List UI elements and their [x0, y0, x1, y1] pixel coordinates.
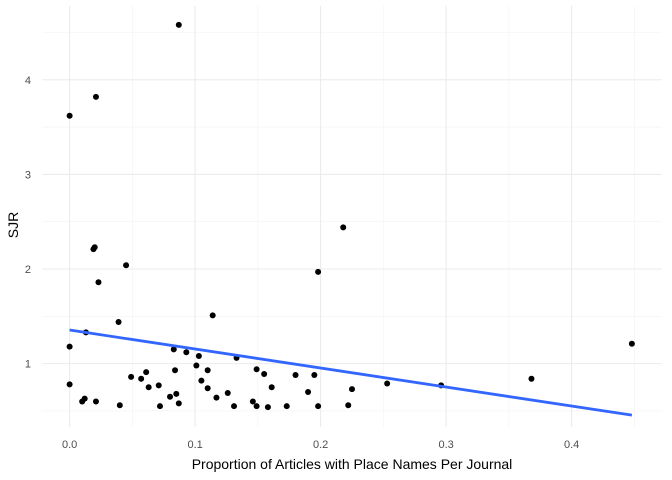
data-point	[628, 340, 635, 347]
data-point	[66, 381, 73, 388]
data-point	[261, 371, 268, 378]
data-point	[173, 390, 180, 397]
y-tick-label: 1	[25, 359, 31, 371]
data-point	[264, 404, 271, 411]
data-point	[95, 279, 102, 286]
data-point	[384, 380, 391, 387]
data-point	[145, 384, 152, 391]
data-point	[305, 388, 312, 395]
data-point	[349, 386, 355, 393]
data-point	[172, 367, 179, 374]
data-point	[268, 384, 275, 391]
data-point	[528, 375, 535, 382]
data-point	[155, 382, 162, 389]
data-point	[167, 393, 174, 400]
data-point	[156, 403, 163, 410]
data-point	[92, 93, 99, 100]
data-point	[175, 400, 182, 407]
data-point	[143, 369, 150, 376]
data-point	[231, 403, 238, 410]
data-point	[175, 21, 182, 28]
data-point	[128, 373, 135, 380]
data-point	[198, 377, 205, 384]
x-tick-label: 0.3	[438, 439, 453, 451]
x-axis-title: Proportion of Articles with Place Names …	[192, 456, 513, 472]
data-point	[115, 318, 122, 325]
data-point	[204, 385, 211, 392]
data-point	[209, 312, 216, 319]
data-point	[92, 398, 99, 405]
data-point	[283, 403, 290, 410]
data-point	[66, 112, 73, 119]
x-axis-tick-labels: 0.0 0.1 0.2 0.3 0.4	[62, 439, 579, 451]
data-point	[79, 398, 86, 405]
y-tick-label: 2	[25, 264, 31, 276]
data-point	[116, 402, 123, 409]
data-point	[193, 362, 200, 369]
data-point	[315, 403, 322, 410]
data-point	[224, 389, 231, 396]
data-point	[292, 371, 299, 378]
data-point	[123, 262, 130, 269]
data-point	[213, 394, 220, 401]
trend-line	[69, 328, 633, 417]
trend-line-group	[69, 328, 633, 417]
x-tick-label: 0.4	[564, 439, 579, 451]
data-point	[204, 367, 211, 374]
data-point	[315, 268, 322, 275]
data-point	[170, 346, 177, 353]
y-axis-tick-labels: 1 2 3 4	[25, 75, 31, 371]
y-tick-label: 3	[25, 169, 31, 181]
x-tick-label: 0.2	[313, 439, 328, 451]
data-point	[183, 349, 190, 356]
data-point	[138, 375, 145, 382]
x-tick-label: 0.1	[187, 439, 202, 451]
data-point	[311, 371, 318, 378]
data-point	[340, 224, 347, 231]
data-point	[249, 398, 256, 405]
y-axis-title: SJR	[5, 212, 21, 238]
x-tick-label: 0.0	[62, 439, 77, 451]
data-point	[253, 403, 260, 410]
data-point	[345, 402, 352, 409]
y-tick-label: 4	[25, 75, 31, 87]
grid-lines	[42, 6, 662, 427]
data-point	[66, 343, 73, 350]
data-point	[91, 244, 98, 251]
data-point	[253, 366, 260, 373]
data-point	[195, 353, 202, 360]
